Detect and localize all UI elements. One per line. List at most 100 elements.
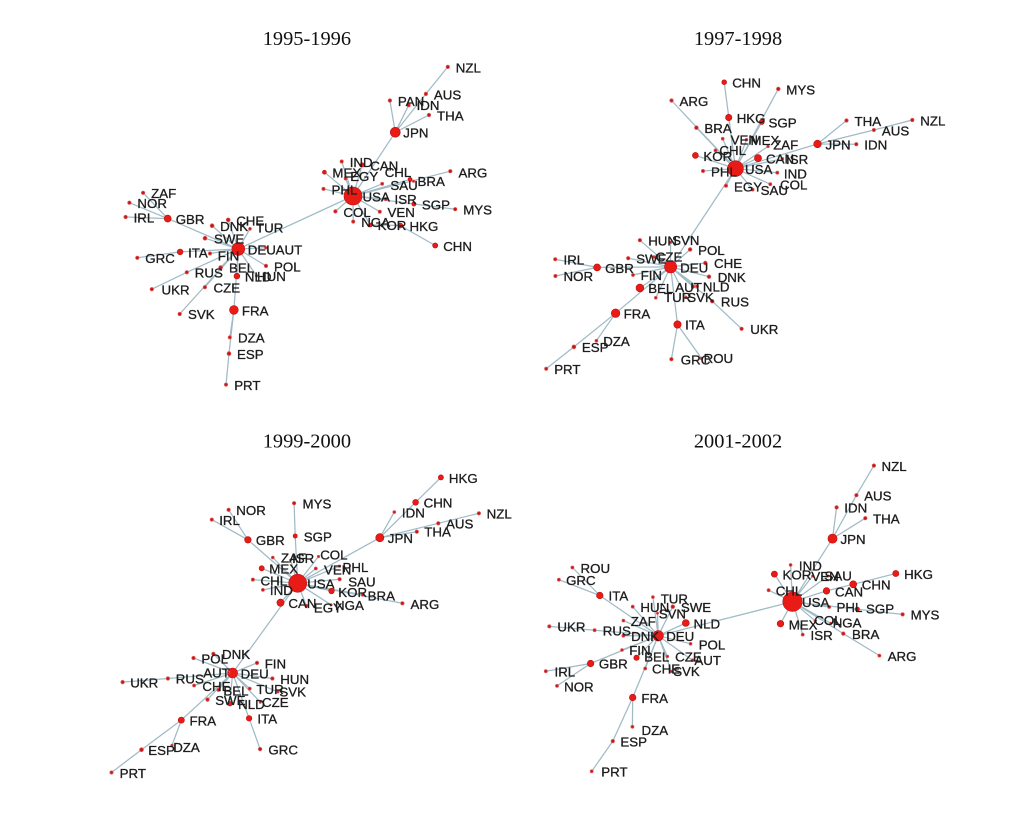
- svg-text:GRC: GRC: [145, 251, 175, 266]
- svg-text:KOR: KOR: [378, 218, 407, 233]
- svg-text:UKR: UKR: [750, 322, 778, 337]
- svg-text:PRT: PRT: [120, 766, 146, 781]
- svg-text:BEL: BEL: [223, 683, 248, 698]
- svg-text:1997-1998: 1997-1998: [694, 28, 782, 50]
- svg-text:CHE: CHE: [652, 661, 680, 676]
- svg-text:AUS: AUS: [446, 517, 473, 532]
- svg-text:AUT: AUT: [675, 280, 702, 295]
- svg-text:GBR: GBR: [176, 212, 205, 227]
- svg-text:FIN: FIN: [641, 268, 662, 283]
- svg-text:FIN: FIN: [265, 656, 286, 671]
- svg-text:ISR: ISR: [292, 551, 314, 566]
- svg-text:DZA: DZA: [603, 334, 630, 349]
- svg-text:MEX: MEX: [332, 166, 361, 181]
- svg-text:SAU: SAU: [390, 178, 417, 193]
- svg-text:CZE: CZE: [675, 649, 702, 664]
- svg-text:HKG: HKG: [449, 471, 478, 486]
- svg-text:IND: IND: [799, 559, 822, 574]
- svg-text:MEX: MEX: [269, 562, 298, 577]
- svg-text:DZA: DZA: [238, 331, 265, 346]
- svg-text:BEL: BEL: [644, 649, 669, 664]
- svg-text:IRL: IRL: [219, 513, 240, 528]
- svg-text:IND: IND: [350, 155, 373, 170]
- svg-text:HKG: HKG: [737, 111, 766, 126]
- svg-text:AUS: AUS: [434, 87, 461, 102]
- svg-text:CZE: CZE: [214, 280, 241, 295]
- svg-text:ARG: ARG: [888, 649, 917, 664]
- svg-text:1999-2000: 1999-2000: [263, 430, 351, 452]
- svg-text:SVK: SVK: [687, 290, 714, 305]
- svg-text:IND: IND: [784, 167, 807, 182]
- svg-text:SAU: SAU: [761, 183, 788, 198]
- svg-text:CAN: CAN: [835, 585, 863, 600]
- svg-text:ESP: ESP: [237, 347, 264, 362]
- svg-text:SVN: SVN: [672, 233, 699, 248]
- svg-text:NOR: NOR: [137, 196, 167, 211]
- svg-text:DNK: DNK: [220, 219, 248, 234]
- svg-text:RUS: RUS: [603, 624, 631, 639]
- svg-text:ESP: ESP: [620, 734, 647, 749]
- svg-text:CHE: CHE: [714, 256, 742, 271]
- svg-text:NGA: NGA: [361, 215, 390, 230]
- svg-text:ITA: ITA: [609, 589, 629, 604]
- svg-text:GRC: GRC: [268, 743, 298, 758]
- svg-text:POL: POL: [201, 651, 228, 666]
- svg-text:SVK: SVK: [279, 685, 306, 700]
- svg-text:BRA: BRA: [704, 121, 731, 136]
- svg-text:KOR: KOR: [703, 149, 732, 164]
- svg-text:POL: POL: [699, 638, 726, 653]
- svg-text:NGA: NGA: [335, 598, 364, 613]
- svg-text:USA: USA: [307, 577, 334, 592]
- svg-text:NZL: NZL: [487, 507, 512, 522]
- svg-text:KOR: KOR: [338, 585, 367, 600]
- svg-text:CHL: CHL: [385, 165, 412, 180]
- svg-text:ROU: ROU: [704, 351, 734, 366]
- svg-text:KOR: KOR: [783, 568, 812, 583]
- svg-text:CHN: CHN: [443, 239, 472, 254]
- svg-text:VEN: VEN: [324, 563, 351, 578]
- svg-text:JPN: JPN: [388, 531, 413, 546]
- svg-text:ESP: ESP: [582, 340, 609, 355]
- svg-text:IDN: IDN: [417, 98, 440, 113]
- svg-text:NZL: NZL: [456, 60, 481, 75]
- svg-text:COL: COL: [780, 178, 807, 193]
- svg-text:CHL: CHL: [776, 583, 803, 598]
- svg-text:JPN: JPN: [826, 137, 851, 152]
- svg-text:NGA: NGA: [833, 616, 862, 631]
- svg-text:CHN: CHN: [424, 496, 453, 511]
- svg-text:DZA: DZA: [642, 723, 669, 738]
- svg-text:IDN: IDN: [402, 506, 425, 521]
- svg-text:DZA: DZA: [173, 740, 200, 755]
- svg-text:HUN: HUN: [257, 269, 286, 284]
- svg-text:PRT: PRT: [601, 765, 627, 780]
- svg-text:THA: THA: [855, 114, 882, 129]
- svg-text:ISR: ISR: [786, 152, 808, 167]
- svg-text:COL: COL: [343, 205, 370, 220]
- svg-text:USA: USA: [802, 595, 829, 610]
- svg-text:FRA: FRA: [641, 691, 668, 706]
- svg-text:MYS: MYS: [303, 496, 332, 511]
- svg-text:GBR: GBR: [599, 657, 628, 672]
- svg-text:TUR: TUR: [256, 682, 283, 697]
- svg-text:CHN: CHN: [862, 578, 891, 593]
- svg-text:TUR: TUR: [661, 592, 688, 607]
- svg-text:HKG: HKG: [410, 219, 439, 234]
- svg-text:UKR: UKR: [162, 283, 190, 298]
- svg-text:ISR: ISR: [395, 192, 417, 207]
- svg-text:SWE: SWE: [215, 693, 245, 708]
- svg-text:FRA: FRA: [624, 307, 651, 322]
- svg-text:SGP: SGP: [304, 529, 332, 544]
- svg-text:UKR: UKR: [557, 620, 585, 635]
- svg-text:RUS: RUS: [176, 672, 204, 687]
- svg-text:POL: POL: [698, 243, 725, 258]
- svg-text:IDN: IDN: [864, 138, 887, 153]
- svg-text:CZE: CZE: [656, 249, 683, 264]
- svg-text:RUS: RUS: [721, 294, 749, 309]
- svg-text:DNK: DNK: [222, 647, 250, 662]
- svg-text:NLD: NLD: [694, 617, 721, 632]
- svg-text:IRL: IRL: [555, 664, 576, 679]
- svg-text:DNK: DNK: [718, 270, 746, 285]
- svg-text:SGP: SGP: [422, 197, 450, 212]
- svg-text:GRC: GRC: [681, 353, 711, 368]
- svg-text:SVK: SVK: [188, 307, 215, 322]
